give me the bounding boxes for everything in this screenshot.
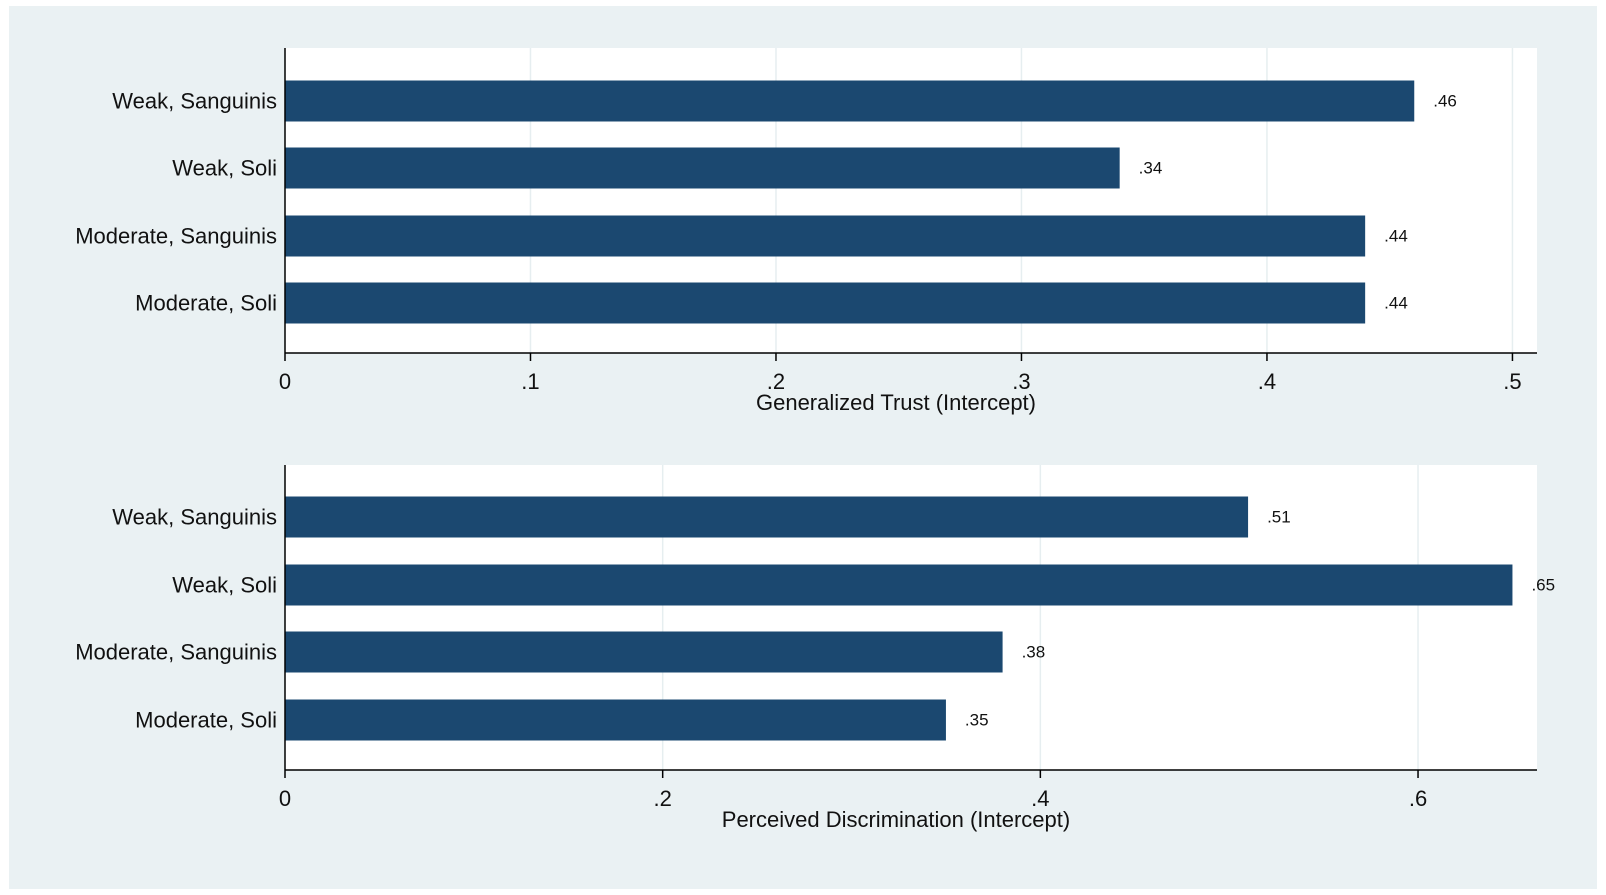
x-tick-label: .5: [1503, 369, 1521, 394]
bar-value-label: .44: [1384, 227, 1408, 246]
bar: [285, 215, 1366, 257]
bar: [285, 564, 1513, 606]
bar: [285, 699, 946, 741]
bar: [285, 282, 1366, 324]
x-tick-label: 0: [279, 786, 291, 811]
bar-value-label: .46: [1433, 92, 1457, 111]
category-label: Weak, Soli: [172, 156, 277, 181]
category-label: Moderate, Soli: [135, 291, 277, 316]
x-axis-title: Perceived Discrimination (Intercept): [722, 807, 1070, 832]
x-tick-label: .2: [653, 786, 671, 811]
x-tick-label: .1: [521, 369, 539, 394]
bar-value-label: .35: [965, 711, 989, 730]
x-tick-label: .6: [1409, 786, 1427, 811]
x-tick-label: .3: [1012, 369, 1030, 394]
category-label: Weak, Sanguinis: [112, 89, 277, 114]
category-label: Moderate, Soli: [135, 708, 277, 733]
bar-value-label: .44: [1384, 294, 1408, 313]
category-label: Weak, Sanguinis: [112, 505, 277, 530]
chart-panel: Weak, Sanguinis .51 Weak, Soli .65 Moderate,…: [75, 465, 1555, 832]
bar: [285, 631, 1003, 673]
category-label: Weak, Soli: [172, 573, 277, 598]
x-tick-label: .2: [767, 369, 785, 394]
bar-value-label: .65: [1531, 576, 1555, 595]
bar: [285, 147, 1120, 189]
x-tick-label: .4: [1031, 786, 1049, 811]
category-label: Moderate, Sanguinis: [75, 224, 277, 249]
chart-panel: Weak, Sanguinis .46 Weak, Soli .34 Moderate,…: [75, 48, 1537, 415]
x-axis-title: Generalized Trust (Intercept): [756, 390, 1036, 415]
bar-value-label: .38: [1022, 643, 1046, 662]
bar: [285, 496, 1249, 538]
bar: [285, 80, 1415, 122]
category-label: Moderate, Sanguinis: [75, 640, 277, 665]
x-tick-label: 0: [279, 369, 291, 394]
bar-value-label: .34: [1139, 159, 1163, 178]
bar-value-label: .51: [1267, 508, 1291, 527]
x-tick-label: .4: [1258, 369, 1276, 394]
